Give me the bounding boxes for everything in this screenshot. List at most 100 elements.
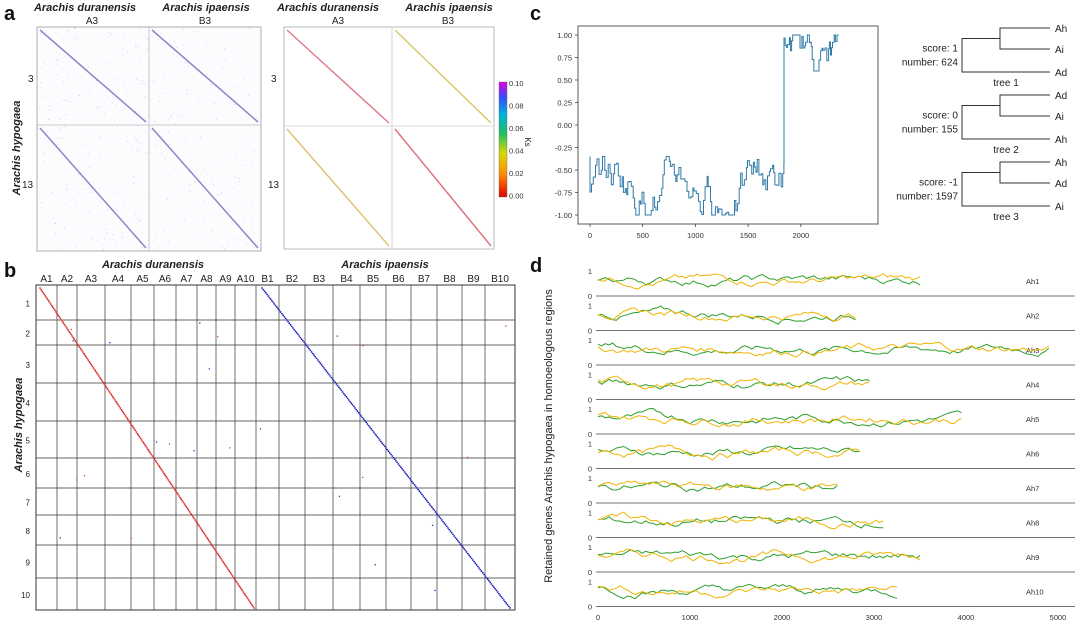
a-noise-dot <box>61 137 63 139</box>
b-dot-duranensis <box>173 488 176 491</box>
d-x-tick-label: 4000 <box>958 613 975 622</box>
b-dot-duranensis <box>238 584 240 587</box>
a-noise-dot <box>204 201 206 203</box>
d-row-ytick-0: 0 <box>588 534 592 543</box>
b-dot-duranensis <box>211 544 214 547</box>
b-dot-ipaensis <box>355 408 358 411</box>
b-dot-scatter <box>431 524 434 527</box>
a-noise-dot <box>212 184 214 186</box>
b-x-label: B4 <box>340 274 353 285</box>
a-noise-dot <box>156 211 158 213</box>
d-series-green <box>597 515 884 529</box>
b-dot-duranensis <box>206 536 208 539</box>
b-dot-duranensis <box>89 362 92 365</box>
b-dot-ipaensis <box>269 298 272 301</box>
b-x-label: A7 <box>180 274 193 285</box>
b-dot-ipaensis <box>444 523 447 526</box>
b-dot-duranensis <box>163 472 166 475</box>
b-dot-duranensis <box>130 423 132 425</box>
a-noise-dot <box>252 225 254 227</box>
b-dot-ipaensis <box>450 531 453 534</box>
d-row-ytick-0: 0 <box>588 499 592 508</box>
a-noise-dot <box>42 61 44 63</box>
d-series-green <box>597 342 1050 358</box>
b-dot-ipaensis <box>268 296 271 299</box>
b-dot-ipaensis <box>357 411 360 414</box>
b-dot-duranensis <box>145 445 147 448</box>
a-noise-dot <box>249 99 251 101</box>
c-tree-number: number: 1597 <box>896 191 958 202</box>
b-dot-ipaensis <box>333 379 335 382</box>
a-noise-dot <box>244 78 246 80</box>
a-noise-dot <box>60 119 62 121</box>
b-dot-ipaensis <box>302 339 304 342</box>
a-noise-dot <box>212 230 214 232</box>
d-row-name: Ah1 <box>1026 277 1039 286</box>
d-row-ytick-1: 1 <box>588 405 592 414</box>
c-y-tick-label: -0.75 <box>555 189 572 198</box>
a-noise-dot <box>132 183 134 185</box>
d-series-green <box>597 407 962 428</box>
d-row-name: Ah7 <box>1026 484 1039 493</box>
a-noise-dot <box>62 100 64 102</box>
b-dot-duranensis <box>227 568 230 571</box>
b-dot-duranensis <box>171 485 174 488</box>
b-dot-duranensis <box>178 495 181 497</box>
b-dot-ipaensis <box>277 307 279 310</box>
b-dot-duranensis <box>51 306 54 309</box>
b-dot-ipaensis <box>447 527 449 529</box>
b-dot-duranensis <box>207 538 209 541</box>
b-dot-duranensis <box>109 392 112 395</box>
a-noise-dot <box>75 246 77 248</box>
b-dot-scatter <box>467 456 469 458</box>
b-dot-duranensis <box>135 431 138 433</box>
a-noise-dot <box>110 33 112 35</box>
a-right-row-label-1: 3 <box>271 74 277 85</box>
a-left-species-b: Arachis ipaensis <box>161 2 249 14</box>
a-noise-dot <box>66 184 68 186</box>
b-dot-ipaensis <box>427 501 430 504</box>
c-tree-leaf: Ah <box>1055 158 1067 169</box>
b-dot-ipaensis <box>279 311 282 313</box>
a-noise-dot <box>135 46 137 48</box>
b-dot-ipaensis <box>280 312 283 315</box>
b-dot-duranensis <box>66 328 69 331</box>
b-dot-duranensis <box>210 543 213 545</box>
b-dot-ipaensis <box>299 336 302 339</box>
b-dot-ipaensis <box>393 458 396 461</box>
b-x-label: A10 <box>237 274 255 285</box>
b-dot-ipaensis <box>304 343 307 345</box>
a-noise-dot <box>238 180 240 182</box>
b-dot-ipaensis <box>293 328 296 331</box>
b-x-label: A3 <box>85 274 98 285</box>
a-right-synteny-line <box>286 29 390 124</box>
a-noise-dot <box>56 74 58 76</box>
b-dot-duranensis <box>230 573 233 576</box>
a-noise-dot <box>198 98 200 100</box>
d-rows: 10Ah110Ah210Ah310Ah410Ah510Ah610Ah710Ah8… <box>588 267 1075 612</box>
b-dot-ipaensis <box>303 341 306 344</box>
b-y-label: 8 <box>26 527 31 536</box>
a-noise-dot <box>248 27 250 29</box>
c-tree-leaf: Ai <box>1055 112 1064 123</box>
b-dot-duranensis <box>225 565 228 568</box>
b-dot-duranensis <box>123 413 126 416</box>
a-noise-dot <box>218 163 220 165</box>
b-dot-ipaensis <box>356 410 359 413</box>
a-noise-dot <box>228 242 230 244</box>
b-dot-ipaensis <box>318 360 320 363</box>
b-dot-ipaensis <box>409 479 412 481</box>
a-noise-dot <box>125 90 127 92</box>
d-series-yellow <box>597 444 861 461</box>
b-x-label: B7 <box>418 274 431 285</box>
a-noise-dot <box>142 79 143 81</box>
b-dot-ipaensis <box>373 432 376 435</box>
b-dot-ipaensis <box>388 451 391 454</box>
b-dot-ipaensis <box>439 517 442 520</box>
a-noise-dot <box>178 211 180 213</box>
c-tree-branches <box>961 27 1050 73</box>
b-dot-duranensis <box>138 435 141 438</box>
a-noise-dot <box>250 141 252 143</box>
b-dot-duranensis <box>93 368 96 371</box>
b-dot-duranensis <box>74 339 77 342</box>
